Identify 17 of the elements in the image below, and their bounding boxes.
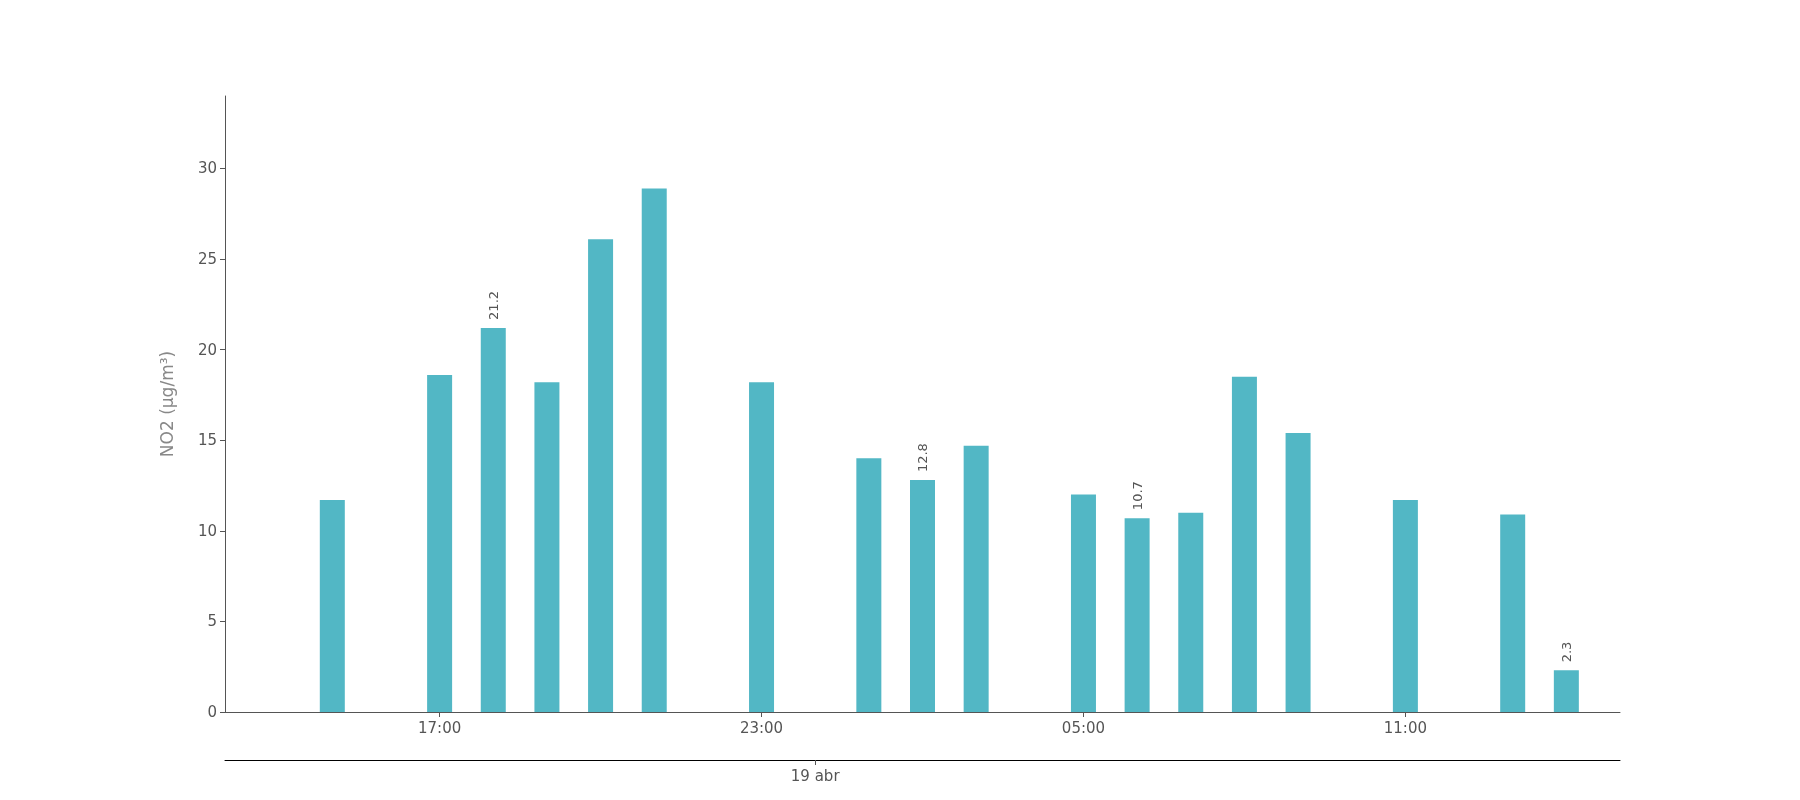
- y-axis-title: NO2 (μg/m³): [156, 350, 177, 458]
- y-tick-label: 25: [197, 250, 217, 269]
- y-tick-label: 30: [197, 159, 217, 178]
- text: 19 abr: [790, 766, 841, 785]
- y-tick-label: 20: [197, 340, 217, 359]
- x-tick-label: 23:00: [739, 718, 784, 737]
- data-label: 12.8: [915, 443, 930, 473]
- y-tick-label: 5: [207, 612, 217, 631]
- y-tick-label: 0: [207, 703, 217, 721]
- x-tick-label: 05:00: [1061, 718, 1106, 737]
- x-tick-label: 17:00: [418, 718, 462, 737]
- data-label: 2.3: [1558, 641, 1574, 663]
- y-tick-label: 15: [197, 431, 217, 450]
- x-tick-label: 11:00: [1383, 718, 1427, 737]
- data-label: 21.2: [485, 290, 501, 320]
- y-tick-label: 10: [197, 521, 217, 540]
- data-label: 10.7: [1129, 481, 1145, 511]
